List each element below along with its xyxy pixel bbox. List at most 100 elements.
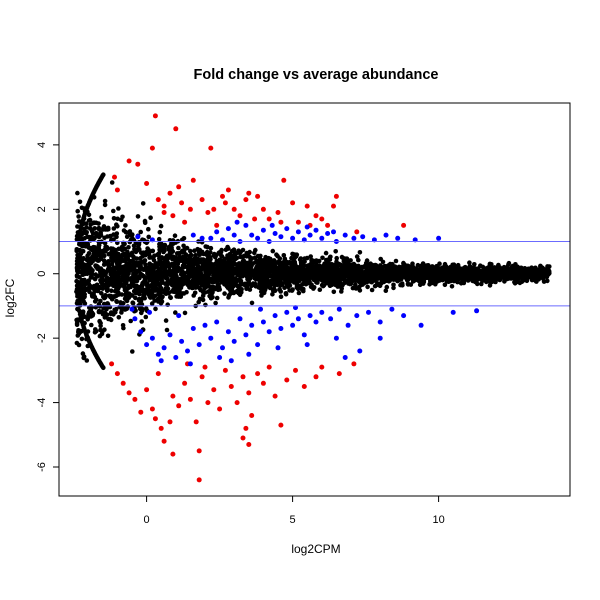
ns-point	[331, 289, 337, 295]
strong-point	[196, 477, 202, 483]
strong-point	[246, 190, 252, 196]
ns-point	[189, 266, 194, 271]
ns-point	[538, 268, 543, 273]
ns-point	[281, 253, 287, 258]
ns-point	[101, 365, 106, 371]
ns-point	[201, 251, 206, 257]
ns-point	[308, 267, 314, 272]
ns-point	[383, 288, 389, 294]
fc_sig-point	[295, 229, 301, 235]
ns-point	[170, 289, 176, 294]
strong-point	[278, 219, 284, 225]
ns-point	[109, 262, 115, 267]
ns-point	[333, 282, 338, 288]
ns-point	[97, 318, 102, 324]
ns-point	[398, 282, 403, 288]
ns-point	[514, 279, 520, 285]
ns-point	[163, 288, 168, 294]
ns-point	[309, 282, 314, 288]
ns-point	[429, 266, 434, 271]
ns-point	[205, 244, 210, 250]
fc_sig-point	[196, 342, 202, 348]
fc_sig-point	[255, 235, 261, 241]
strong-point	[354, 229, 360, 235]
fc_sig-point	[304, 224, 310, 230]
fc_sig-point	[342, 232, 348, 238]
ns-point	[249, 256, 255, 261]
ns-point	[406, 272, 411, 278]
ns-point	[471, 278, 476, 284]
fc_sig-point	[179, 338, 185, 344]
ns-point	[114, 222, 119, 227]
ns-point	[372, 283, 378, 289]
ns-point	[263, 254, 268, 260]
ns-point	[219, 258, 225, 264]
ns-point	[498, 274, 503, 279]
ns-point	[408, 282, 414, 287]
ns-point	[249, 300, 255, 306]
ns-point	[82, 294, 87, 299]
strong-point	[114, 187, 120, 193]
ns-point	[218, 249, 224, 255]
strong-point	[266, 216, 272, 222]
ns-point	[184, 245, 190, 251]
ns-point	[538, 263, 543, 269]
ns-point	[320, 268, 325, 273]
strong-point	[152, 416, 158, 422]
ns-point	[272, 275, 277, 280]
ns-point	[100, 252, 106, 258]
ns-point	[277, 267, 283, 272]
ns-point	[88, 269, 93, 275]
ns-point	[196, 299, 201, 305]
ns-point	[439, 268, 444, 274]
fc_sig-point	[202, 322, 208, 328]
fc_sig-point	[290, 235, 296, 241]
ns-point	[204, 258, 210, 263]
ns-point	[156, 236, 162, 242]
fc_sig-point	[304, 342, 310, 348]
ns-point	[157, 229, 163, 235]
ns-point	[215, 287, 221, 293]
fc_sig-point	[474, 308, 480, 314]
strong-point	[182, 219, 188, 225]
ns-point	[368, 264, 374, 270]
ns-point	[104, 312, 110, 318]
fc_sig-point	[144, 342, 150, 348]
ns-point	[316, 269, 322, 275]
ns-point	[114, 298, 119, 304]
ns-point	[480, 264, 486, 270]
ns-point	[484, 272, 490, 277]
ns-point	[80, 269, 86, 275]
ns-point	[448, 278, 453, 284]
fc_sig-point	[258, 306, 263, 312]
ns-point	[86, 251, 92, 256]
ns-point	[86, 314, 91, 320]
ns-point	[137, 275, 142, 281]
ns-point	[392, 272, 398, 277]
ns-point	[228, 266, 234, 271]
ns-point	[231, 290, 236, 296]
ns-point	[125, 249, 130, 255]
strong-point	[333, 193, 339, 199]
ns-point	[296, 290, 302, 296]
fc_sig-point	[173, 355, 179, 360]
strong-point	[275, 210, 281, 215]
fc_sig-point	[190, 326, 196, 331]
ns-point	[82, 278, 88, 284]
ns-point	[270, 292, 275, 297]
ns-point	[289, 288, 295, 293]
ns-point	[211, 278, 217, 284]
ns-point	[157, 241, 162, 247]
ns-point	[130, 349, 135, 354]
fc_sig-point	[313, 319, 319, 325]
fc_sig-point	[228, 358, 234, 364]
ns-point	[190, 274, 195, 279]
ns-point	[230, 248, 235, 254]
ns-point	[235, 269, 241, 275]
ns-point	[147, 261, 152, 267]
strong-point	[260, 206, 266, 212]
ns-point	[99, 331, 105, 337]
ns-point	[360, 282, 365, 287]
strong-point	[351, 361, 357, 367]
ns-point	[378, 280, 384, 286]
